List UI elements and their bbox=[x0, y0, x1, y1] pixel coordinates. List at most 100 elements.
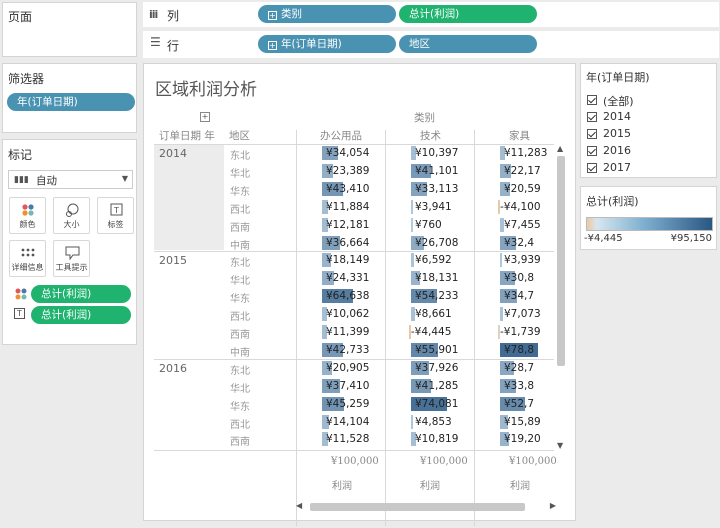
expand-icon[interactable]: + bbox=[268, 11, 277, 20]
columns-shelf[interactable]: iii 列 + 类别 总计(利润) bbox=[143, 2, 719, 27]
profit-color-legend[interactable]: 总计(利润) -¥4,445 ¥95,150 bbox=[580, 186, 717, 250]
profit-value: ¥11,884 bbox=[326, 200, 370, 213]
profit-value: ¥22,17 bbox=[504, 164, 541, 177]
profit-bar bbox=[500, 235, 516, 250]
profit-value: ¥34,7 bbox=[504, 290, 535, 303]
label-mark-row[interactable]: T 总计(利润) bbox=[11, 305, 135, 325]
legend-max: ¥95,150 bbox=[670, 233, 712, 244]
mark-type-dropdown[interactable]: ▮▮▮ 自动 ▼ bbox=[8, 170, 133, 189]
profit-value: ¥23,389 bbox=[326, 164, 370, 177]
profit-value: ¥11,528 bbox=[326, 433, 370, 446]
rows-pill-region[interactable]: 地区 bbox=[399, 35, 537, 53]
year-filter-title: 年(订单日期) bbox=[586, 71, 650, 84]
header-divider bbox=[154, 144, 554, 145]
region-label: 中南 bbox=[230, 347, 250, 359]
profit-bar bbox=[411, 342, 438, 357]
profit-value: ¥34,054 bbox=[326, 147, 370, 159]
color-pill-profit[interactable]: 总计(利润) bbox=[31, 285, 131, 303]
detail-button[interactable]: 详细信息 bbox=[9, 240, 46, 277]
clip-cell: ¥7,455 bbox=[498, 216, 554, 234]
size-button[interactable]: 大小 bbox=[53, 197, 90, 234]
row-header-year: 订单日期 年 bbox=[159, 130, 215, 142]
marks-title: 标记 bbox=[8, 148, 33, 162]
profit-bar bbox=[411, 396, 447, 411]
profit-value: ¥28,7 bbox=[504, 361, 535, 374]
region-label: 西南 bbox=[230, 330, 250, 341]
profit-bar bbox=[498, 325, 500, 339]
profit-value: ¥41,101 bbox=[415, 164, 459, 177]
mark-type-label: 自动 bbox=[36, 175, 57, 187]
label-pill-profit[interactable]: 总计(利润) bbox=[31, 306, 131, 324]
color-button-label: 颜色 bbox=[19, 220, 36, 229]
clip-cell: -¥4,100 bbox=[498, 198, 554, 216]
view-canvas[interactable]: 区域利润分析 + 类别 订单日期 年 地区 办公用品 技术 家具 2014 东北 ¥… bbox=[143, 63, 576, 526]
profit-bar bbox=[500, 289, 517, 304]
profit-bar bbox=[322, 432, 328, 447]
year-filter-card[interactable]: 年(订单日期) (全部) 2014 2015 2016 2017 bbox=[580, 63, 717, 178]
horizontal-scrollbar[interactable]: ◀ ▶ bbox=[296, 501, 556, 513]
filters-shelf[interactable]: 筛选器 年(订单日期) bbox=[2, 63, 137, 133]
clip-cell: ¥7,073 bbox=[498, 305, 554, 323]
scroll-thumb[interactable] bbox=[310, 503, 525, 511]
region-label: 华北 bbox=[230, 168, 250, 180]
profit-value: ¥11,399 bbox=[326, 326, 370, 338]
year-checkbox[interactable] bbox=[587, 95, 597, 105]
profit-bar bbox=[322, 307, 327, 322]
profit-value: ¥14,104 bbox=[326, 415, 370, 428]
category-office: 办公用品 bbox=[320, 130, 362, 142]
view-title: 区域利润分析 bbox=[155, 80, 257, 100]
tooltip-button[interactable]: 工具提示 bbox=[53, 240, 90, 277]
marks-card[interactable]: 标记 ▮▮▮ 自动 ▼ 颜色 大小 T 标签 详细信息 工具提示 总计(利润) … bbox=[2, 139, 137, 345]
color-icon bbox=[22, 204, 34, 216]
label-button[interactable]: T 标签 bbox=[97, 197, 134, 234]
profit-value: ¥18,131 bbox=[415, 272, 459, 285]
region-label: 西南 bbox=[230, 437, 250, 449]
region-label: 西南 bbox=[230, 222, 250, 234]
profit-bar bbox=[322, 360, 333, 375]
profit-value: ¥10,397 bbox=[415, 147, 459, 159]
region-label: 东北 bbox=[230, 151, 250, 162]
profit-value: ¥52,7 bbox=[504, 397, 535, 410]
profit-value: ¥15,89 bbox=[504, 415, 541, 428]
filter-pill-year[interactable]: 年(订单日期) bbox=[7, 93, 135, 111]
expand-icon[interactable]: + bbox=[268, 41, 277, 50]
color-mark-row[interactable]: 总计(利润) bbox=[11, 284, 135, 304]
legend-min: -¥4,445 bbox=[584, 233, 623, 244]
scroll-right-icon[interactable]: ▶ bbox=[549, 501, 556, 510]
year-checkbox[interactable] bbox=[587, 146, 597, 156]
vertical-scrollbar[interactable]: ▲ ▼ bbox=[555, 144, 567, 450]
profit-bar bbox=[411, 271, 420, 286]
profit-bar bbox=[411, 307, 416, 322]
color-button[interactable]: 颜色 bbox=[9, 197, 46, 234]
year-checkbox-label: 2016 bbox=[603, 144, 631, 157]
pages-shelf[interactable]: 页面 bbox=[2, 2, 137, 57]
category-header: 类别 bbox=[414, 112, 435, 124]
profit-bar bbox=[322, 146, 339, 160]
profit-bar bbox=[411, 199, 413, 214]
profit-bar bbox=[500, 414, 508, 429]
axis-tick-furniture: ¥100,000 bbox=[509, 456, 557, 467]
year-checkbox-label: 2014 bbox=[603, 110, 631, 123]
scroll-down-icon[interactable]: ▼ bbox=[557, 441, 564, 450]
scroll-thumb[interactable] bbox=[557, 156, 565, 366]
scroll-left-icon[interactable]: ◀ bbox=[296, 501, 303, 510]
size-button-label: 大小 bbox=[63, 220, 80, 229]
year-checkbox[interactable] bbox=[587, 163, 597, 173]
profit-value: -¥1,739 bbox=[500, 326, 541, 338]
year-checkbox[interactable] bbox=[587, 129, 597, 139]
columns-pill-profit[interactable]: 总计(利润) bbox=[399, 5, 537, 23]
rows-pill-year[interactable]: + 年(订单日期) bbox=[258, 35, 396, 53]
text-label-icon: T bbox=[110, 203, 123, 216]
profit-value: ¥33,113 bbox=[415, 182, 459, 195]
year-checkbox[interactable] bbox=[587, 112, 597, 122]
columns-pill-category[interactable]: + 类别 bbox=[258, 5, 396, 23]
column-divider bbox=[474, 130, 475, 436]
profit-value: ¥10,819 bbox=[415, 433, 459, 446]
column-divider bbox=[385, 130, 386, 436]
rows-shelf[interactable]: ☰ 行 + 年(订单日期) 地区 bbox=[143, 31, 719, 58]
scroll-up-icon[interactable]: ▲ bbox=[557, 144, 564, 153]
expand-icon[interactable]: + bbox=[200, 112, 210, 122]
size-icon bbox=[66, 203, 79, 217]
color-icon bbox=[15, 288, 27, 300]
legend-color-ramp bbox=[586, 217, 713, 231]
